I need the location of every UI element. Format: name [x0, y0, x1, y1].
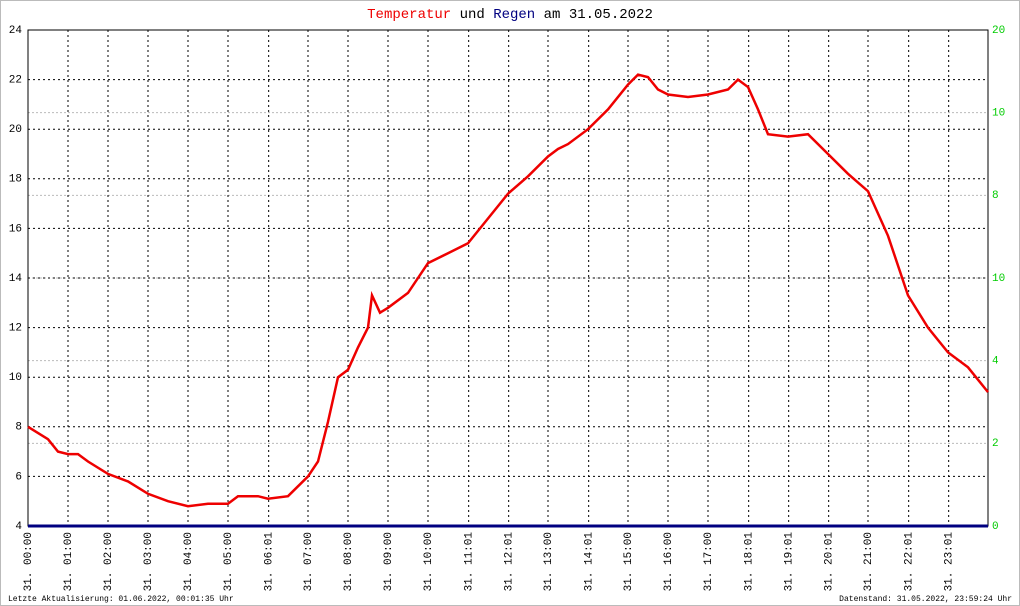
y-tick-label: 12: [9, 323, 22, 335]
x-tick-label: 31. 17:00: [703, 532, 715, 591]
x-tick-label: 31. 18:01: [744, 532, 756, 592]
x-tick-label: 31. 03:00: [143, 532, 155, 591]
y2-tick-label: 4: [992, 356, 999, 368]
x-tick-label: 31. 21:00: [863, 532, 875, 591]
y-tick-label: 14: [9, 273, 23, 285]
x-tick-label: 31. 16:00: [663, 532, 675, 591]
footer-right: Datenstand: 31.05.2022, 23:59:24 Uhr: [839, 595, 1012, 604]
y-tick-label: 4: [15, 521, 22, 533]
x-tick-label: 31. 15:00: [623, 532, 635, 591]
x-tick-label: 31. 08:00: [343, 532, 355, 591]
y-tick-label: 8: [15, 422, 22, 434]
y2-tick-label: 0: [992, 521, 999, 533]
y2-tick-label: 8: [992, 190, 999, 202]
chart-title: Temperatur und Regen am 31.05.2022: [367, 7, 653, 23]
y-tick-label: 18: [9, 174, 22, 186]
series-line: [27, 73, 989, 508]
title-part: Temperatur: [367, 7, 451, 23]
x-tick-label: 31. 22:01: [904, 532, 916, 592]
x-tick-label: 31. 05:00: [223, 532, 235, 591]
x-tick-label: 31. 00:00: [23, 532, 35, 591]
x-tick-label: 31. 07:00: [303, 532, 315, 591]
y-tick-label: 6: [15, 471, 22, 483]
y-tick-label: 24: [9, 25, 23, 37]
title-part: am 31.05.2022: [544, 7, 653, 23]
y2-tick-label: 2: [992, 438, 999, 450]
x-tick-label: 31. 01:00: [63, 532, 75, 591]
x-tick-label: 31. 19:01: [784, 532, 796, 592]
y-tick-label: 16: [9, 223, 22, 235]
x-tick-label: 31. 14:01: [584, 532, 596, 592]
x-tick-label: 31. 02:00: [103, 532, 115, 591]
x-tick-label: 31. 11:01: [464, 532, 476, 592]
y-tick-label: 10: [9, 372, 22, 384]
y2-tick-label: 10: [992, 108, 1005, 120]
x-tick-label: 31. 20:01: [824, 532, 836, 592]
x-tick-label: 31. 10:00: [423, 532, 435, 591]
x-tick-label: 31. 13:00: [543, 532, 555, 591]
x-tick-label: 31. 09:00: [383, 532, 395, 591]
x-tick-label: 31. 06:01: [264, 532, 276, 592]
footer-left: Letzte Aktualisierung: 01.06.2022, 00:01…: [8, 595, 234, 604]
x-tick-label: 31. 12:01: [504, 532, 516, 592]
x-tick-label: 31. 04:00: [183, 532, 195, 591]
title-part: Regen: [493, 7, 535, 23]
y-tick-label: 22: [9, 75, 22, 87]
y2-tick-label: 20: [992, 25, 1005, 37]
y-tick-label: 20: [9, 124, 22, 136]
title-part: und: [460, 7, 485, 23]
y2-tick-label: 10: [992, 273, 1005, 285]
x-tick-label: 31. 23:01: [944, 532, 956, 592]
